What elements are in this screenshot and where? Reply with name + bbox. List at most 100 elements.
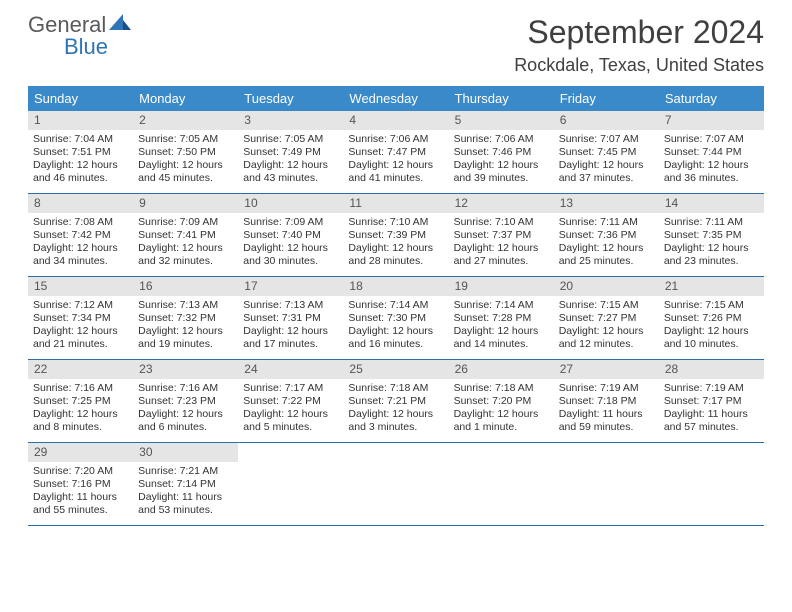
day-cell: 30Sunrise: 7:21 AMSunset: 7:14 PMDayligh… xyxy=(133,443,238,525)
brand-text-2: Blue xyxy=(64,36,131,58)
sunrise-text: Sunrise: 7:05 AM xyxy=(243,133,338,146)
day-cell: 2Sunrise: 7:05 AMSunset: 7:50 PMDaylight… xyxy=(133,111,238,193)
day-body: Sunrise: 7:11 AMSunset: 7:36 PMDaylight:… xyxy=(554,213,659,274)
weekday-header: SundayMondayTuesdayWednesdayThursdayFrid… xyxy=(28,86,764,111)
daylight-text: Daylight: 12 hours and 45 minutes. xyxy=(138,159,233,185)
daylight-text: Daylight: 11 hours and 55 minutes. xyxy=(33,491,128,517)
daylight-text: Daylight: 12 hours and 6 minutes. xyxy=(138,408,233,434)
sunrise-text: Sunrise: 7:15 AM xyxy=(559,299,654,312)
day-body: Sunrise: 7:16 AMSunset: 7:23 PMDaylight:… xyxy=(133,379,238,440)
day-number: 15 xyxy=(28,277,133,296)
day-number: 9 xyxy=(133,194,238,213)
day-number: 19 xyxy=(449,277,554,296)
sunrise-text: Sunrise: 7:09 AM xyxy=(138,216,233,229)
daylight-text: Daylight: 12 hours and 3 minutes. xyxy=(348,408,443,434)
day-cell: 13Sunrise: 7:11 AMSunset: 7:36 PMDayligh… xyxy=(554,194,659,276)
empty-cell xyxy=(554,443,659,525)
sunrise-text: Sunrise: 7:10 AM xyxy=(454,216,549,229)
day-number: 22 xyxy=(28,360,133,379)
sunrise-text: Sunrise: 7:17 AM xyxy=(243,382,338,395)
day-body: Sunrise: 7:21 AMSunset: 7:14 PMDaylight:… xyxy=(133,462,238,523)
day-cell: 5Sunrise: 7:06 AMSunset: 7:46 PMDaylight… xyxy=(449,111,554,193)
day-number: 4 xyxy=(343,111,448,130)
day-body: Sunrise: 7:05 AMSunset: 7:49 PMDaylight:… xyxy=(238,130,343,191)
day-number: 30 xyxy=(133,443,238,462)
daylight-text: Daylight: 12 hours and 12 minutes. xyxy=(559,325,654,351)
sunset-text: Sunset: 7:42 PM xyxy=(33,229,128,242)
sunset-text: Sunset: 7:49 PM xyxy=(243,146,338,159)
day-cell: 18Sunrise: 7:14 AMSunset: 7:30 PMDayligh… xyxy=(343,277,448,359)
daylight-text: Daylight: 12 hours and 19 minutes. xyxy=(138,325,233,351)
calendar: SundayMondayTuesdayWednesdayThursdayFrid… xyxy=(28,86,764,526)
day-cell: 26Sunrise: 7:18 AMSunset: 7:20 PMDayligh… xyxy=(449,360,554,442)
day-number: 13 xyxy=(554,194,659,213)
weekday-label: Tuesday xyxy=(238,86,343,111)
sunset-text: Sunset: 7:16 PM xyxy=(33,478,128,491)
daylight-text: Daylight: 11 hours and 59 minutes. xyxy=(559,408,654,434)
sunset-text: Sunset: 7:27 PM xyxy=(559,312,654,325)
daylight-text: Daylight: 12 hours and 23 minutes. xyxy=(664,242,759,268)
day-cell: 20Sunrise: 7:15 AMSunset: 7:27 PMDayligh… xyxy=(554,277,659,359)
day-cell: 1Sunrise: 7:04 AMSunset: 7:51 PMDaylight… xyxy=(28,111,133,193)
daylight-text: Daylight: 12 hours and 28 minutes. xyxy=(348,242,443,268)
empty-cell xyxy=(238,443,343,525)
daylight-text: Daylight: 11 hours and 57 minutes. xyxy=(664,408,759,434)
day-number: 8 xyxy=(28,194,133,213)
sunset-text: Sunset: 7:51 PM xyxy=(33,146,128,159)
brand-logo: General Blue xyxy=(28,14,131,58)
sunrise-text: Sunrise: 7:16 AM xyxy=(138,382,233,395)
day-number: 27 xyxy=(554,360,659,379)
sunset-text: Sunset: 7:36 PM xyxy=(559,229,654,242)
day-body: Sunrise: 7:13 AMSunset: 7:32 PMDaylight:… xyxy=(133,296,238,357)
daylight-text: Daylight: 12 hours and 5 minutes. xyxy=(243,408,338,434)
location-text: Rockdale, Texas, United States xyxy=(514,55,764,76)
day-body: Sunrise: 7:06 AMSunset: 7:46 PMDaylight:… xyxy=(449,130,554,191)
daylight-text: Daylight: 12 hours and 1 minute. xyxy=(454,408,549,434)
day-body: Sunrise: 7:06 AMSunset: 7:47 PMDaylight:… xyxy=(343,130,448,191)
sunrise-text: Sunrise: 7:18 AM xyxy=(348,382,443,395)
day-body: Sunrise: 7:04 AMSunset: 7:51 PMDaylight:… xyxy=(28,130,133,191)
sunrise-text: Sunrise: 7:16 AM xyxy=(33,382,128,395)
calendar-week-row: 29Sunrise: 7:20 AMSunset: 7:16 PMDayligh… xyxy=(28,443,764,526)
day-cell: 29Sunrise: 7:20 AMSunset: 7:16 PMDayligh… xyxy=(28,443,133,525)
day-cell: 25Sunrise: 7:18 AMSunset: 7:21 PMDayligh… xyxy=(343,360,448,442)
sunrise-text: Sunrise: 7:04 AM xyxy=(33,133,128,146)
sunrise-text: Sunrise: 7:11 AM xyxy=(559,216,654,229)
day-body: Sunrise: 7:19 AMSunset: 7:17 PMDaylight:… xyxy=(659,379,764,440)
sunrise-text: Sunrise: 7:12 AM xyxy=(33,299,128,312)
day-body: Sunrise: 7:12 AMSunset: 7:34 PMDaylight:… xyxy=(28,296,133,357)
day-cell: 17Sunrise: 7:13 AMSunset: 7:31 PMDayligh… xyxy=(238,277,343,359)
day-number: 25 xyxy=(343,360,448,379)
day-number: 7 xyxy=(659,111,764,130)
sunset-text: Sunset: 7:17 PM xyxy=(664,395,759,408)
empty-cell xyxy=(659,443,764,525)
sunrise-text: Sunrise: 7:07 AM xyxy=(664,133,759,146)
day-cell: 14Sunrise: 7:11 AMSunset: 7:35 PMDayligh… xyxy=(659,194,764,276)
day-number: 5 xyxy=(449,111,554,130)
sunset-text: Sunset: 7:39 PM xyxy=(348,229,443,242)
daylight-text: Daylight: 12 hours and 36 minutes. xyxy=(664,159,759,185)
daylight-text: Daylight: 12 hours and 10 minutes. xyxy=(664,325,759,351)
sunset-text: Sunset: 7:45 PM xyxy=(559,146,654,159)
sunrise-text: Sunrise: 7:19 AM xyxy=(559,382,654,395)
weekday-label: Sunday xyxy=(28,86,133,111)
calendar-week-row: 22Sunrise: 7:16 AMSunset: 7:25 PMDayligh… xyxy=(28,360,764,443)
empty-cell xyxy=(343,443,448,525)
daylight-text: Daylight: 12 hours and 17 minutes. xyxy=(243,325,338,351)
day-body: Sunrise: 7:15 AMSunset: 7:27 PMDaylight:… xyxy=(554,296,659,357)
month-title: September 2024 xyxy=(514,14,764,51)
sunset-text: Sunset: 7:41 PM xyxy=(138,229,233,242)
title-block: September 2024 Rockdale, Texas, United S… xyxy=(514,14,764,76)
calendar-week-row: 8Sunrise: 7:08 AMSunset: 7:42 PMDaylight… xyxy=(28,194,764,277)
day-body: Sunrise: 7:07 AMSunset: 7:45 PMDaylight:… xyxy=(554,130,659,191)
sunset-text: Sunset: 7:40 PM xyxy=(243,229,338,242)
day-body: Sunrise: 7:08 AMSunset: 7:42 PMDaylight:… xyxy=(28,213,133,274)
day-cell: 22Sunrise: 7:16 AMSunset: 7:25 PMDayligh… xyxy=(28,360,133,442)
daylight-text: Daylight: 12 hours and 41 minutes. xyxy=(348,159,443,185)
sunset-text: Sunset: 7:37 PM xyxy=(454,229,549,242)
day-body: Sunrise: 7:18 AMSunset: 7:21 PMDaylight:… xyxy=(343,379,448,440)
sunrise-text: Sunrise: 7:09 AM xyxy=(243,216,338,229)
day-cell: 24Sunrise: 7:17 AMSunset: 7:22 PMDayligh… xyxy=(238,360,343,442)
sunset-text: Sunset: 7:14 PM xyxy=(138,478,233,491)
day-body: Sunrise: 7:09 AMSunset: 7:40 PMDaylight:… xyxy=(238,213,343,274)
